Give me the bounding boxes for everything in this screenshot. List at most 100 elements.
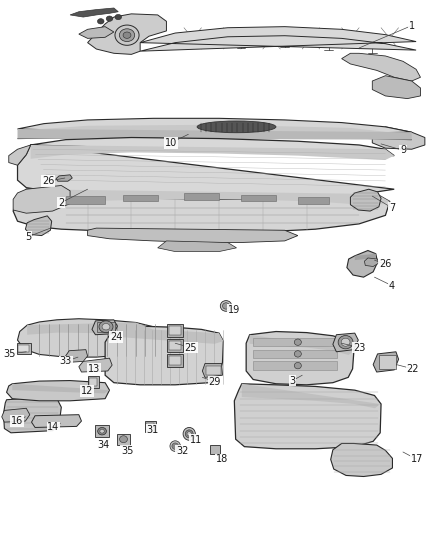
Ellipse shape <box>170 441 180 451</box>
Polygon shape <box>66 196 105 204</box>
Polygon shape <box>184 193 219 200</box>
Ellipse shape <box>187 432 191 436</box>
Ellipse shape <box>183 427 195 440</box>
Ellipse shape <box>119 29 135 42</box>
Polygon shape <box>253 338 337 346</box>
Polygon shape <box>253 361 337 370</box>
Text: 13: 13 <box>88 364 100 374</box>
Text: 5: 5 <box>25 232 32 241</box>
Text: 31: 31 <box>146 425 159 434</box>
Polygon shape <box>167 354 183 367</box>
Ellipse shape <box>197 121 276 133</box>
Text: 16: 16 <box>11 416 23 426</box>
Ellipse shape <box>220 301 232 311</box>
Bar <box>95 425 109 437</box>
Text: 17: 17 <box>411 455 423 464</box>
Ellipse shape <box>99 321 113 333</box>
Polygon shape <box>79 27 114 38</box>
Bar <box>117 434 130 445</box>
Polygon shape <box>117 328 223 344</box>
Polygon shape <box>31 145 394 160</box>
Ellipse shape <box>294 339 301 345</box>
Polygon shape <box>202 364 223 377</box>
Polygon shape <box>27 322 166 338</box>
Text: 32: 32 <box>176 446 188 456</box>
Text: 34: 34 <box>97 440 110 449</box>
Polygon shape <box>234 384 381 449</box>
Polygon shape <box>333 333 358 352</box>
Bar <box>169 341 181 350</box>
Text: 1: 1 <box>409 21 415 30</box>
Text: 26: 26 <box>42 176 54 186</box>
Ellipse shape <box>115 14 121 20</box>
Polygon shape <box>350 189 381 211</box>
Text: 23: 23 <box>353 343 365 352</box>
Bar <box>146 423 154 430</box>
Ellipse shape <box>100 430 104 433</box>
Bar <box>18 345 29 352</box>
Polygon shape <box>105 326 223 385</box>
Polygon shape <box>123 195 158 201</box>
Polygon shape <box>9 145 31 165</box>
Bar <box>88 376 99 388</box>
Ellipse shape <box>123 32 131 38</box>
Ellipse shape <box>115 25 139 45</box>
Polygon shape <box>88 14 166 54</box>
Polygon shape <box>65 350 88 362</box>
Text: 25: 25 <box>184 343 197 352</box>
Polygon shape <box>372 127 425 149</box>
Polygon shape <box>355 254 376 260</box>
Polygon shape <box>158 241 237 252</box>
Bar <box>379 355 396 369</box>
Polygon shape <box>331 443 392 477</box>
Polygon shape <box>372 76 420 99</box>
Polygon shape <box>373 352 399 372</box>
Polygon shape <box>140 27 416 51</box>
Text: 18: 18 <box>215 455 228 464</box>
Polygon shape <box>298 197 328 204</box>
Text: 12: 12 <box>81 386 93 396</box>
Ellipse shape <box>102 324 110 330</box>
Polygon shape <box>79 358 112 372</box>
Text: 3: 3 <box>290 376 296 385</box>
Bar <box>206 366 221 375</box>
Text: 4: 4 <box>389 281 395 290</box>
Text: 7: 7 <box>389 203 395 213</box>
Polygon shape <box>26 125 399 138</box>
Text: 11: 11 <box>190 435 202 445</box>
Bar <box>17 343 31 354</box>
Polygon shape <box>92 320 117 335</box>
Polygon shape <box>167 339 183 352</box>
Ellipse shape <box>341 338 350 346</box>
Ellipse shape <box>120 436 127 442</box>
Text: 35: 35 <box>4 349 16 359</box>
Polygon shape <box>18 138 394 199</box>
Polygon shape <box>13 183 390 232</box>
Polygon shape <box>13 185 70 213</box>
Ellipse shape <box>223 303 230 309</box>
Polygon shape <box>347 251 378 277</box>
Text: 10: 10 <box>165 138 177 148</box>
Ellipse shape <box>98 427 106 435</box>
Polygon shape <box>241 195 276 201</box>
Polygon shape <box>2 408 30 422</box>
Polygon shape <box>18 118 412 140</box>
Bar <box>97 322 115 332</box>
Polygon shape <box>4 398 61 433</box>
Bar <box>145 421 156 432</box>
Polygon shape <box>18 129 412 140</box>
Bar <box>169 356 181 365</box>
Polygon shape <box>253 350 337 358</box>
Bar <box>169 326 181 335</box>
Text: 22: 22 <box>406 364 419 374</box>
Text: 19: 19 <box>228 305 240 315</box>
Polygon shape <box>167 324 183 337</box>
Bar <box>89 378 97 386</box>
Polygon shape <box>70 8 118 17</box>
Ellipse shape <box>106 16 113 21</box>
Ellipse shape <box>97 19 104 24</box>
Polygon shape <box>18 189 390 206</box>
Polygon shape <box>32 415 81 427</box>
Polygon shape <box>7 381 109 401</box>
Polygon shape <box>88 228 298 243</box>
